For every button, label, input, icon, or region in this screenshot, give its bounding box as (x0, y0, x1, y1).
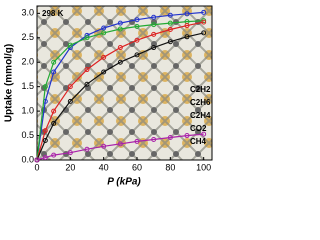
data-point (67, 84, 73, 90)
data-point (167, 12, 173, 18)
data-point (101, 25, 107, 31)
background-structure (37, 6, 212, 160)
data-point (117, 59, 123, 65)
data-point (67, 150, 73, 156)
data-point (42, 128, 48, 134)
data-point (167, 26, 173, 32)
data-point (134, 37, 140, 43)
data-point (51, 69, 57, 75)
data-point (201, 9, 207, 15)
x-tick-label: 80 (165, 162, 175, 172)
data-point (167, 20, 173, 26)
data-point (201, 19, 207, 25)
data-point (101, 30, 107, 36)
data-point (101, 69, 107, 75)
x-tick-label: 20 (65, 162, 75, 172)
data-point (134, 52, 140, 58)
data-point (151, 136, 157, 142)
y-tick-label: 0.0 (21, 154, 34, 164)
y-tick-label: 0.5 (21, 130, 34, 140)
data-point (67, 98, 73, 104)
series-line (36, 11, 204, 161)
x-tick-label: 60 (132, 162, 142, 172)
legend-label: CH4 (190, 137, 207, 146)
chart: 298 K P (kPa) Uptake (mmol/g) 0.0 0.5 1.0 1… (4, 5, 213, 188)
data-point (117, 20, 123, 26)
data-point (42, 84, 48, 90)
y-axis-title: Uptake (mmol/g) (4, 44, 15, 122)
data-point (151, 45, 157, 51)
y-tick-label: 3.0 (21, 8, 34, 18)
data-point (134, 17, 140, 23)
data-point (151, 31, 157, 37)
data-point (51, 59, 57, 65)
page: {"chart_data": {"type": "line", "annotat… (3, 5, 213, 188)
legend-label: C2H2 (190, 85, 211, 94)
data-point (184, 11, 190, 17)
data-point (51, 108, 57, 114)
data-point (67, 42, 73, 48)
data-point (184, 23, 190, 29)
data-point (34, 157, 40, 163)
data-point (51, 120, 57, 126)
y-tick-label: 1.5 (21, 81, 34, 91)
data-point (42, 155, 48, 161)
data-point (117, 45, 123, 51)
x-tick-label: 0 (34, 162, 39, 172)
x-tick-label: 40 (99, 162, 109, 172)
data-point (201, 30, 207, 36)
series-line (36, 21, 204, 161)
data-point (117, 141, 123, 147)
data-point (117, 26, 123, 32)
data-point (84, 81, 90, 87)
x-tick-label: 100 (196, 162, 211, 172)
data-point (101, 143, 107, 149)
data-point (42, 137, 48, 143)
data-point (101, 54, 107, 60)
series-line (36, 20, 204, 161)
x-axis-title: P (kPa) (107, 177, 141, 188)
data-point (134, 24, 140, 30)
data-point (84, 146, 90, 152)
series-line (36, 32, 204, 161)
data-point (134, 138, 140, 144)
legend-label: C2H4 (190, 111, 211, 120)
data-point (184, 133, 190, 139)
data-point (84, 67, 90, 73)
plot-frame (36, 5, 213, 161)
data-point (151, 14, 157, 20)
data-point (201, 131, 207, 137)
data-point (51, 152, 57, 158)
y-tick-label: 2.0 (21, 57, 34, 67)
y-tick-label: 2.5 (21, 32, 34, 42)
annotation: 298 K (42, 9, 64, 18)
series-line (36, 133, 204, 161)
data-point (84, 35, 90, 41)
data-point (184, 34, 190, 40)
data-point (151, 22, 157, 28)
legend-label: C2H6 (190, 98, 211, 107)
data-point (167, 39, 173, 45)
legend-label: CO2 (190, 124, 207, 133)
data-point (167, 135, 173, 141)
y-tick-label: 1.0 (21, 105, 34, 115)
